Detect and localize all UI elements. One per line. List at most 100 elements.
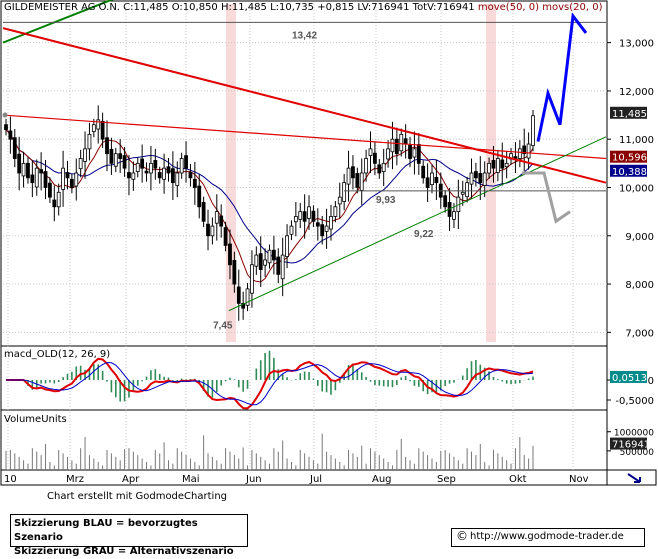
price-annotation: 13,42 bbox=[292, 30, 317, 41]
price-tick-label: 13,000 bbox=[619, 39, 654, 50]
candle-body bbox=[531, 115, 535, 146]
trendline-green-up bbox=[2, 0, 114, 44]
price-tick-label: 7,000 bbox=[625, 328, 654, 339]
month-label: Nov bbox=[569, 474, 589, 485]
price-tag bbox=[610, 106, 647, 119]
candle-body bbox=[144, 170, 149, 174]
candle-body bbox=[34, 167, 39, 188]
candle-body bbox=[122, 155, 127, 169]
candle-body bbox=[170, 168, 175, 184]
candle-body bbox=[307, 206, 311, 219]
macd-signal-line bbox=[6, 362, 534, 406]
candle-body bbox=[214, 211, 219, 224]
candle-body bbox=[17, 153, 22, 174]
copyright-icon: © bbox=[456, 529, 468, 543]
candle-body bbox=[522, 145, 527, 155]
source-url[interactable]: © http://www.godmode-trader.de bbox=[451, 528, 645, 547]
candle-body bbox=[394, 138, 399, 155]
candle-body bbox=[271, 249, 276, 261]
candle-body bbox=[127, 172, 131, 179]
candle-body bbox=[504, 162, 509, 168]
candle-body bbox=[175, 172, 180, 186]
month-label: Jun bbox=[245, 474, 262, 485]
macd-tag bbox=[610, 370, 647, 383]
candle-body bbox=[263, 259, 268, 266]
candle-body bbox=[201, 202, 206, 222]
candle-body bbox=[416, 144, 421, 164]
month-label: Apr bbox=[122, 474, 140, 485]
volume-tick-label: 1000000 bbox=[614, 429, 654, 439]
candle-body bbox=[113, 153, 118, 167]
candle-body bbox=[311, 210, 316, 222]
candle-body bbox=[8, 130, 13, 140]
price-tag-label: 10,388 bbox=[612, 167, 647, 178]
candle-body bbox=[162, 167, 167, 180]
candle-body bbox=[206, 223, 210, 237]
candle-body bbox=[254, 254, 259, 267]
candle-body bbox=[276, 256, 281, 275]
candle-body bbox=[258, 253, 263, 270]
macd-tick-label: -0,5000 bbox=[615, 396, 654, 407]
candle-body bbox=[96, 119, 101, 130]
volume-tag bbox=[610, 437, 647, 450]
trendline-red-down bbox=[2, 27, 607, 184]
candle-body bbox=[210, 225, 215, 237]
volume-panel bbox=[0, 409, 608, 471]
pivot-dot bbox=[2, 112, 8, 118]
month-label: Sep bbox=[437, 474, 456, 485]
candle-body bbox=[26, 162, 30, 179]
arrow-down-right-icon[interactable] bbox=[627, 473, 641, 483]
legend-ma20: movs(20, 0) bbox=[542, 2, 603, 13]
month-label: Mai bbox=[182, 474, 200, 485]
macd-title: macd_OLD(12, 26, 9) bbox=[4, 349, 111, 360]
candle-body bbox=[465, 182, 470, 198]
candle-body bbox=[12, 137, 17, 159]
candle-body bbox=[364, 158, 369, 174]
candle-body bbox=[65, 172, 70, 179]
candle-body bbox=[61, 167, 65, 190]
candle-body bbox=[452, 211, 456, 220]
price-annotation: 9,22 bbox=[414, 229, 434, 240]
volume-tag-label: 716941 bbox=[612, 440, 650, 451]
price-tick-label: 11,000 bbox=[619, 135, 654, 146]
candle-body bbox=[337, 196, 342, 205]
candle-body bbox=[245, 288, 250, 306]
macd-tag-label: 0,0513 bbox=[612, 373, 647, 384]
candle-body bbox=[83, 148, 87, 162]
total-volume: 716941 bbox=[436, 2, 475, 13]
candle-body bbox=[289, 225, 294, 235]
month-label: Aug bbox=[372, 474, 392, 485]
chart-credit: Chart erstellt mit GodmodeCharting bbox=[47, 491, 227, 502]
candle-body bbox=[355, 173, 360, 188]
candle-body bbox=[236, 286, 241, 304]
candle-body bbox=[315, 222, 320, 227]
open-value: 10,850 bbox=[182, 2, 218, 13]
price-tag bbox=[610, 164, 647, 177]
candle-body bbox=[223, 227, 228, 246]
candle-body bbox=[487, 162, 491, 174]
month-label: Jul bbox=[309, 474, 322, 485]
candle-body bbox=[412, 148, 417, 158]
candle-body bbox=[320, 224, 325, 237]
candle-body bbox=[434, 176, 439, 184]
candle-body bbox=[425, 177, 430, 188]
last-volume: 716941 bbox=[371, 2, 410, 13]
candle-body bbox=[302, 211, 307, 222]
candle-body bbox=[324, 225, 329, 232]
candle-body bbox=[131, 172, 136, 180]
candle-body bbox=[184, 155, 188, 169]
event-highlight bbox=[226, 4, 236, 342]
candle-body bbox=[91, 124, 96, 132]
volume-tick-label: 500000 bbox=[620, 448, 655, 458]
candle-body bbox=[52, 199, 57, 208]
price-annotation: 7,45 bbox=[213, 321, 233, 332]
change-value: +0,815 bbox=[317, 2, 355, 13]
candle-body bbox=[250, 264, 254, 294]
month-label: Okt bbox=[509, 474, 527, 485]
price-tag-label: 10,596 bbox=[612, 153, 647, 164]
event-highlight bbox=[486, 4, 496, 342]
candle-body bbox=[48, 182, 52, 198]
candle-body bbox=[118, 153, 123, 159]
scenario-blue-path bbox=[536, 12, 588, 142]
